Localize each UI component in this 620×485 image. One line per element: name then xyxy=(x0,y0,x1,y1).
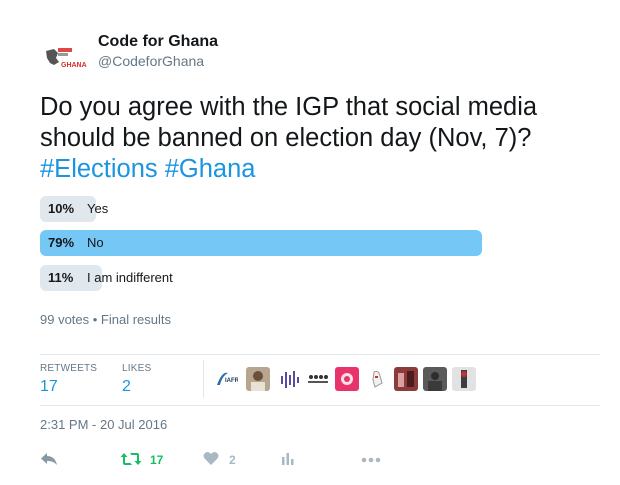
stats-separator xyxy=(203,360,204,398)
poll-percent-no: 79% xyxy=(48,235,75,250)
retweet-icon xyxy=(120,453,142,465)
timestamp[interactable]: 2:31 PM - 20 Jul 2016 xyxy=(40,417,168,432)
svg-text:GHANA: GHANA xyxy=(61,62,87,69)
liker-avatar[interactable] xyxy=(452,367,476,391)
poll-bar-indifferent xyxy=(40,265,102,291)
analytics-button[interactable] xyxy=(281,451,297,469)
likes-label: LIKES xyxy=(122,363,152,374)
tweet-text-line-2: should be banned on election day (Nov, 7… xyxy=(40,124,532,152)
tweet-text: Do you agree with the IGP that social me… xyxy=(40,92,600,185)
reply-button[interactable] xyxy=(40,451,60,469)
retweets-stat[interactable]: RETWEETS 17 xyxy=(40,363,97,396)
analytics-icon xyxy=(282,453,294,465)
like-count: 2 xyxy=(229,453,236,467)
svg-text:IAFR: IAFR xyxy=(225,378,238,384)
poll-option-no: 79% No xyxy=(40,230,600,256)
retweet-button[interactable]: 17 xyxy=(120,451,180,469)
liker-avatar[interactable] xyxy=(423,367,447,391)
heart-icon xyxy=(203,451,219,465)
liker-avatar[interactable] xyxy=(394,367,418,391)
poll-percent-yes: 10% xyxy=(48,201,75,216)
liker-avatar[interactable] xyxy=(278,367,302,391)
poll-option-yes: 10% Yes xyxy=(40,196,600,222)
reply-icon xyxy=(41,453,57,465)
liker-avatar[interactable]: IAFR xyxy=(214,367,240,391)
poll-label-yes: Yes xyxy=(87,201,109,216)
poll-meta: 99 votes • Final results xyxy=(40,312,171,327)
more-icon xyxy=(361,457,381,463)
poll-label-indifferent: I am indifferent xyxy=(87,270,173,285)
liker-avatar[interactable] xyxy=(246,367,270,391)
retweet-count: 17 xyxy=(150,453,164,467)
liker-avatar[interactable] xyxy=(365,367,389,391)
retweets-label: RETWEETS xyxy=(40,363,98,374)
liker-avatar[interactable] xyxy=(306,367,330,391)
author-handle[interactable]: @CodeforGhana xyxy=(98,53,205,69)
author-name[interactable]: Code for Ghana xyxy=(98,33,219,50)
tweet-text-line-1: Do you agree with the IGP that social me… xyxy=(40,93,538,121)
author-avatar[interactable]: GHANA xyxy=(44,45,90,73)
divider-top xyxy=(40,354,600,355)
retweets-count: 17 xyxy=(40,378,58,395)
divider-bottom xyxy=(40,405,600,406)
likes-count: 2 xyxy=(122,378,131,395)
poll-bar-yes xyxy=(40,196,96,222)
poll-percent-indifferent: 11% xyxy=(48,270,74,285)
likes-stat[interactable]: LIKES 2 xyxy=(122,363,151,396)
poll-option-indifferent: 11% I am indifferent xyxy=(40,265,600,291)
poll-bar-no xyxy=(40,230,482,256)
poll-label-no: No xyxy=(87,235,104,250)
like-button[interactable]: 2 xyxy=(203,451,243,469)
more-button[interactable] xyxy=(360,451,384,469)
liker-avatar[interactable] xyxy=(335,367,359,391)
code-for-ghana-logo: GHANA xyxy=(46,48,87,69)
tweet-hashtags[interactable]: #Elections #Ghana xyxy=(40,155,256,183)
